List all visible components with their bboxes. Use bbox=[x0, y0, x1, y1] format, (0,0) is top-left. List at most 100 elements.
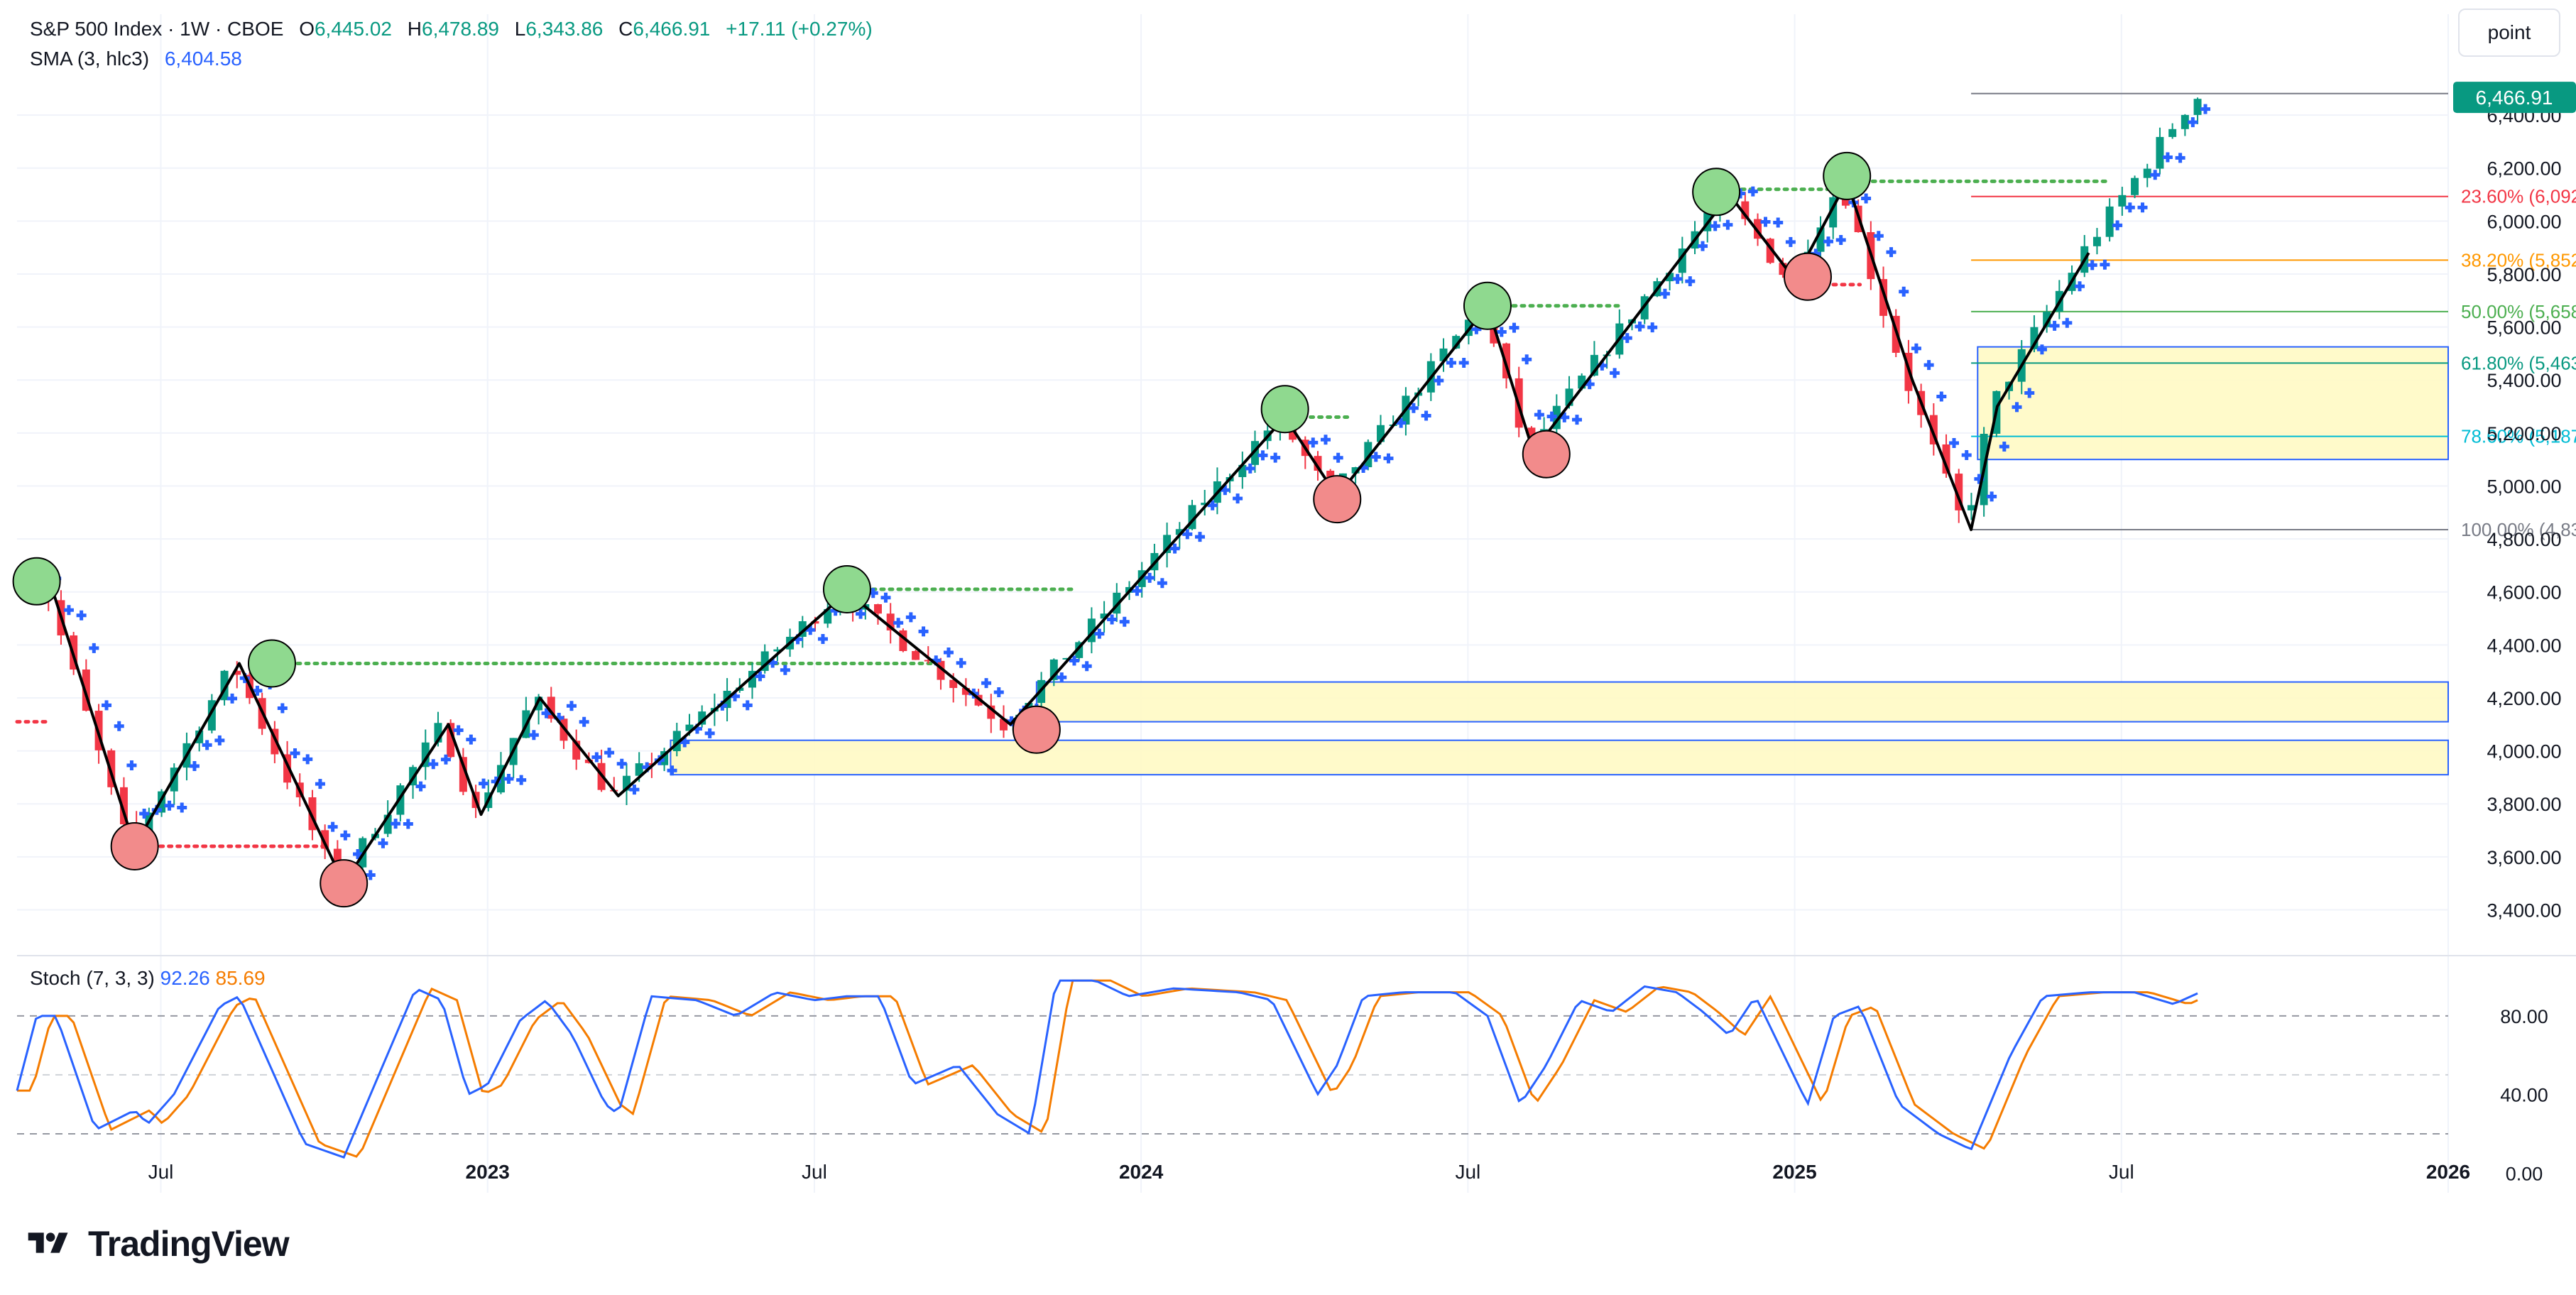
sma-cross bbox=[2175, 153, 2185, 163]
sma-cross bbox=[1145, 572, 1155, 583]
candle-down bbox=[924, 660, 932, 662]
sma-cross bbox=[1961, 449, 1972, 460]
stoch-tick-label: 40.00 bbox=[2500, 1085, 2548, 1106]
candle-up bbox=[1452, 336, 1461, 349]
pivot-high-marker bbox=[822, 565, 871, 613]
candle-down bbox=[1955, 474, 1963, 510]
sma-cross bbox=[1634, 321, 1645, 332]
sma-cross bbox=[856, 608, 866, 619]
sma-cross bbox=[403, 819, 413, 829]
last-price-tag bbox=[2453, 82, 2576, 114]
pivot-high-marker bbox=[12, 557, 61, 606]
last-price-marker: 6,466.91 bbox=[2453, 82, 2576, 114]
sma-cross bbox=[579, 716, 589, 727]
sma-cross bbox=[680, 737, 690, 748]
sma-cross bbox=[428, 759, 439, 770]
stochastic-pane: 80.00 40.00 0.00 bbox=[16, 979, 2548, 1184]
last-price-label: 6,466.91 bbox=[2476, 87, 2553, 109]
high-value: 6,478.89 bbox=[422, 18, 499, 40]
candle-up bbox=[2043, 311, 2051, 327]
candle-down bbox=[811, 621, 819, 624]
sma-cross bbox=[440, 754, 451, 765]
candle-up bbox=[1049, 659, 1058, 680]
sma-label[interactable]: SMA (3, hlc3) bbox=[30, 48, 150, 70]
sma-cross bbox=[1107, 614, 1118, 625]
candle-up bbox=[421, 742, 430, 767]
sma-cross bbox=[1911, 343, 1921, 354]
sma-cross bbox=[2200, 104, 2211, 114]
sma-cross bbox=[1245, 463, 1255, 474]
candlestick-series bbox=[19, 97, 2202, 900]
pivot-low-marker bbox=[110, 821, 159, 870]
price-tick-label: 5,200.00 bbox=[2487, 423, 2561, 444]
candle-up bbox=[760, 651, 769, 671]
candle-down bbox=[1314, 456, 1322, 471]
candle-up bbox=[1666, 273, 1674, 282]
sma-cross bbox=[89, 643, 99, 653]
price-tick-label: 4,000.00 bbox=[2487, 741, 2561, 763]
sma-cross bbox=[1370, 452, 1381, 462]
candle-up bbox=[2092, 236, 2101, 246]
sma-cross bbox=[566, 701, 577, 711]
candle-up bbox=[685, 724, 694, 731]
sma-cross bbox=[277, 703, 288, 714]
sma-cross bbox=[2012, 402, 2022, 412]
zone-rectangles bbox=[670, 346, 2449, 776]
symbol-title[interactable]: S&P 500 Index · 1W · CBOE bbox=[30, 18, 284, 40]
price-tick-label: 3,800.00 bbox=[2487, 794, 2561, 815]
sma-cross bbox=[466, 734, 476, 745]
sma-cross bbox=[1559, 412, 1570, 422]
sma-cross bbox=[340, 830, 351, 841]
candle-up bbox=[1087, 618, 1096, 643]
sma-cross bbox=[1194, 532, 1205, 542]
sma-cross bbox=[1899, 286, 1909, 297]
sma-cross bbox=[214, 735, 225, 745]
candle-up bbox=[1364, 442, 1372, 468]
sma-cross bbox=[2036, 344, 2047, 355]
sma-cross bbox=[1760, 217, 1771, 227]
sma-cross bbox=[1610, 368, 1620, 378]
pivot-low-marker bbox=[1522, 430, 1571, 479]
time-tick-label: Jul bbox=[1455, 1161, 1480, 1183]
stoch-label[interactable]: Stoch (7, 3, 3) bbox=[30, 967, 155, 989]
sma-cross bbox=[1257, 450, 1268, 461]
sma-cross bbox=[415, 781, 426, 792]
candle-up bbox=[1967, 505, 1975, 510]
close-value: 6,466.91 bbox=[633, 18, 711, 40]
sma-cross bbox=[1672, 273, 1683, 284]
tradingview-logo-icon bbox=[28, 1233, 68, 1253]
candle-down bbox=[119, 787, 128, 825]
stoch-legend: Stoch (7, 3, 3) 92.26 85.69 bbox=[30, 967, 266, 990]
fib-level-label: 38.20% (5,852.45) bbox=[2461, 249, 2576, 271]
sma-cross bbox=[177, 802, 187, 813]
tradingview-logo[interactable]: TradingView bbox=[20, 1223, 290, 1265]
candle-down bbox=[937, 660, 945, 680]
sma-cross bbox=[1509, 322, 1519, 333]
candle-down bbox=[987, 705, 995, 719]
sma-cross bbox=[1408, 403, 1419, 413]
change-value: +17.11 (+0.27%) bbox=[726, 18, 873, 40]
candle-down bbox=[82, 670, 90, 711]
candle-up bbox=[2143, 168, 2151, 178]
candle-up bbox=[1439, 348, 1448, 361]
candle-up bbox=[2118, 195, 2127, 207]
sma-cross bbox=[315, 779, 325, 789]
candle-down bbox=[271, 728, 279, 755]
price-tick-label: 3,600.00 bbox=[2487, 847, 2561, 868]
sma-cross bbox=[918, 626, 929, 637]
price-tick-label: 4,600.00 bbox=[2487, 582, 2561, 603]
candle-up bbox=[1377, 425, 1385, 442]
sma-cross bbox=[1936, 391, 1947, 402]
pivot-level-lines bbox=[15, 179, 2110, 848]
sma-cross bbox=[880, 592, 891, 603]
candle-down bbox=[459, 757, 467, 792]
candle-up bbox=[1163, 535, 1172, 553]
candle-up bbox=[1251, 441, 1259, 465]
sma-cross bbox=[1773, 217, 1784, 228]
sma-cross bbox=[2024, 388, 2035, 398]
sma-cross bbox=[1873, 231, 1884, 241]
scale-mode-button[interactable]: point bbox=[2458, 9, 2560, 57]
sma-cross bbox=[1169, 543, 1180, 554]
price-tick-label: 5,000.00 bbox=[2487, 476, 2561, 497]
